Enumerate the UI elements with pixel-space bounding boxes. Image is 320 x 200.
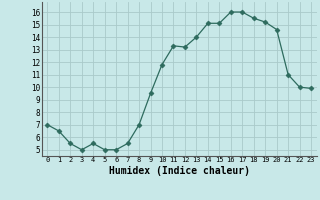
X-axis label: Humidex (Indice chaleur): Humidex (Indice chaleur): [109, 166, 250, 176]
